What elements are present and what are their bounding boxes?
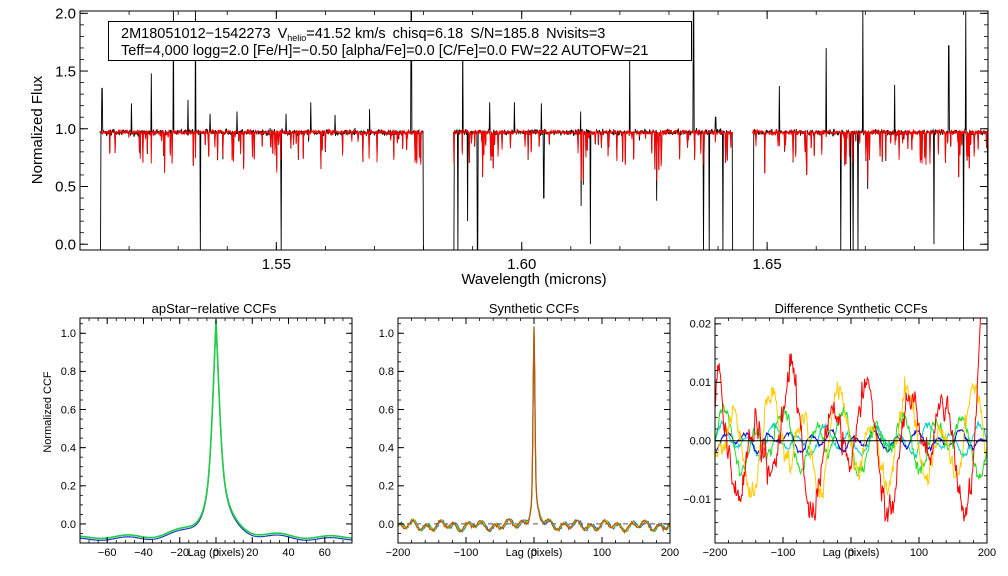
x-tick-label: 200 — [978, 547, 996, 559]
apstar-ccf-plot-area — [80, 319, 352, 541]
synthetic-ccf-series — [398, 326, 670, 534]
synthetic-ccf-panel: Synthetic CCFs −200 −100 0 100 200 0.0 0.2 0.4 0… — [379, 301, 679, 559]
x-tick-label: 100 — [593, 547, 611, 559]
y-tick-label: 0.8 — [61, 366, 76, 378]
y-tick-label: 0.4 — [61, 443, 76, 455]
y-tick-label: 0.0 — [55, 236, 76, 253]
synthetic-ccf-title: Synthetic CCFs — [489, 301, 580, 316]
vhelio-symbol: V — [277, 26, 288, 42]
y-tick-label: 1.0 — [379, 328, 394, 340]
y-tick-label: 1.5 — [55, 63, 76, 80]
x-tick-label: 20 — [246, 547, 258, 559]
apstar-ccf-series — [80, 319, 352, 541]
x-tick-label: 40 — [282, 547, 294, 559]
x-tick-label: −200 — [386, 547, 411, 559]
legend-line-2: Teff=4,000 logg=2.0 [Fe/H]=−0.50 [alpha/… — [121, 43, 649, 59]
x-tick-label: −100 — [771, 547, 796, 559]
y-tick-label: 2.0 — [55, 6, 76, 23]
apstar-ccf-line — [80, 319, 352, 540]
y-tick-label: 0.8 — [379, 366, 394, 378]
apstar-ccf-axes: −60 −40 −20 0 20 40 60 0.0 0.2 0.4 0.6 0.8 1.0 — [61, 318, 353, 559]
model-spectrum-line — [452, 128, 734, 181]
spectrum-plot-area — [99, 11, 988, 250]
apstar-ccf-frame — [79, 317, 353, 544]
apstar-ccf-panel: apStar−relative CCFs −60 −40 −20 0 20 40 60 0.0… — [42, 301, 353, 559]
spectrum-x-label: Wavelength (microns) — [461, 271, 606, 288]
model-spectrum-line — [99, 128, 424, 173]
y-tick-label: 0.2 — [61, 481, 76, 493]
x-tick-label: 100 — [910, 547, 928, 559]
synthetic-ccf-axes: −200 −100 0 100 200 0.0 0.2 0.4 0.6 0.8 1.0 — [379, 318, 679, 559]
y-tick-label: 0.0 — [61, 519, 76, 531]
x-tick-label: 0 — [848, 547, 854, 559]
difference-ccf-axes: −200 −100 0 100 200 0.02 0.01 0.00 −0.01 — [683, 318, 996, 559]
star-id: 2M18051012−1542273 — [121, 26, 271, 42]
apstar-ccf-underlay-line — [80, 321, 352, 541]
x-tick-label: −100 — [454, 547, 479, 559]
star-parameters-legend: 2M18051012−1542273 Vhelio=41.52 km/s chisq… — [108, 21, 692, 61]
observed-spectrum-line — [752, 11, 988, 250]
y-tick-label: 0.4 — [379, 443, 394, 455]
vhelio-value: =41.52 km/s — [306, 26, 386, 42]
y-tick-label: 1.0 — [61, 328, 76, 340]
x-tick-label: 0 — [213, 547, 219, 559]
y-tick-label: −0.01 — [683, 494, 711, 506]
x-tick-label: −20 — [170, 547, 189, 559]
difference-ccf-line-red — [715, 318, 981, 522]
difference-ccf-title: Difference Synthetic CCFs — [775, 301, 928, 316]
x-tick-label: −60 — [98, 547, 117, 559]
synthetic-ccf-x-label: Lag (pixels) — [506, 547, 563, 559]
spectrum-axes: 1.55 1.60 1.65 0.0 0.5 1.0 1.5 2.0 — [55, 6, 988, 273]
apstar-ccf-x-label: Lag (pixels) — [188, 547, 245, 559]
nvisits-value: Nvisits=3 — [546, 26, 606, 42]
spectrum-panel: 1.55 1.60 1.65 0.0 0.5 1.0 1.5 2.0 Wavelength (… — [29, 6, 989, 288]
apstar-ccf-title: apStar−relative CCFs — [152, 301, 277, 316]
difference-ccf-panel: Difference Synthetic CCFs −200 −100 0 100 20… — [683, 301, 996, 559]
y-tick-label: 0.02 — [690, 319, 711, 331]
synthetic-ccf-line — [398, 326, 670, 534]
y-tick-label: 0.0 — [379, 519, 394, 531]
spectrum-frame — [79, 10, 989, 251]
y-tick-label: 1.0 — [55, 121, 76, 138]
y-tick-label: 0.01 — [690, 377, 711, 389]
x-tick-label: 60 — [319, 547, 331, 559]
vhelio-subscript: helio — [287, 33, 307, 43]
difference-ccf-frame — [714, 317, 988, 544]
legend-line-1: 2M18051012−1542273 Vhelio=41.52 km/s chisq… — [121, 26, 691, 43]
x-tick-label: 1.65 — [753, 256, 782, 273]
difference-ccf-plot-area — [715, 318, 987, 522]
x-tick-label: 0 — [531, 547, 537, 559]
model-spectrum-line — [751, 128, 988, 181]
x-tick-label: −40 — [134, 547, 153, 559]
spectrum-series — [99, 11, 988, 250]
difference-ccf-x-label: Lag (pixels) — [823, 547, 880, 559]
y-tick-label: 0.5 — [55, 179, 76, 196]
snr-value: S/N=185.8 — [470, 26, 540, 42]
chisq-value: chisq=6.18 — [392, 26, 464, 42]
apstar-ccf-y-label: Normalized CCF — [42, 371, 54, 453]
x-tick-label: −200 — [703, 547, 728, 559]
synthetic-ccf-plot-area — [398, 326, 670, 534]
x-tick-label: 1.55 — [262, 256, 291, 273]
y-tick-label: 0.6 — [379, 404, 394, 416]
spectrum-y-label: Normalized Flux — [29, 75, 46, 184]
y-tick-label: 0.2 — [379, 481, 394, 493]
x-tick-label: 1.60 — [507, 256, 536, 273]
x-tick-label: 200 — [661, 547, 679, 559]
difference-ccf-series — [715, 318, 987, 522]
y-tick-label: 0.6 — [61, 404, 76, 416]
y-tick-label: 0.00 — [690, 436, 711, 448]
